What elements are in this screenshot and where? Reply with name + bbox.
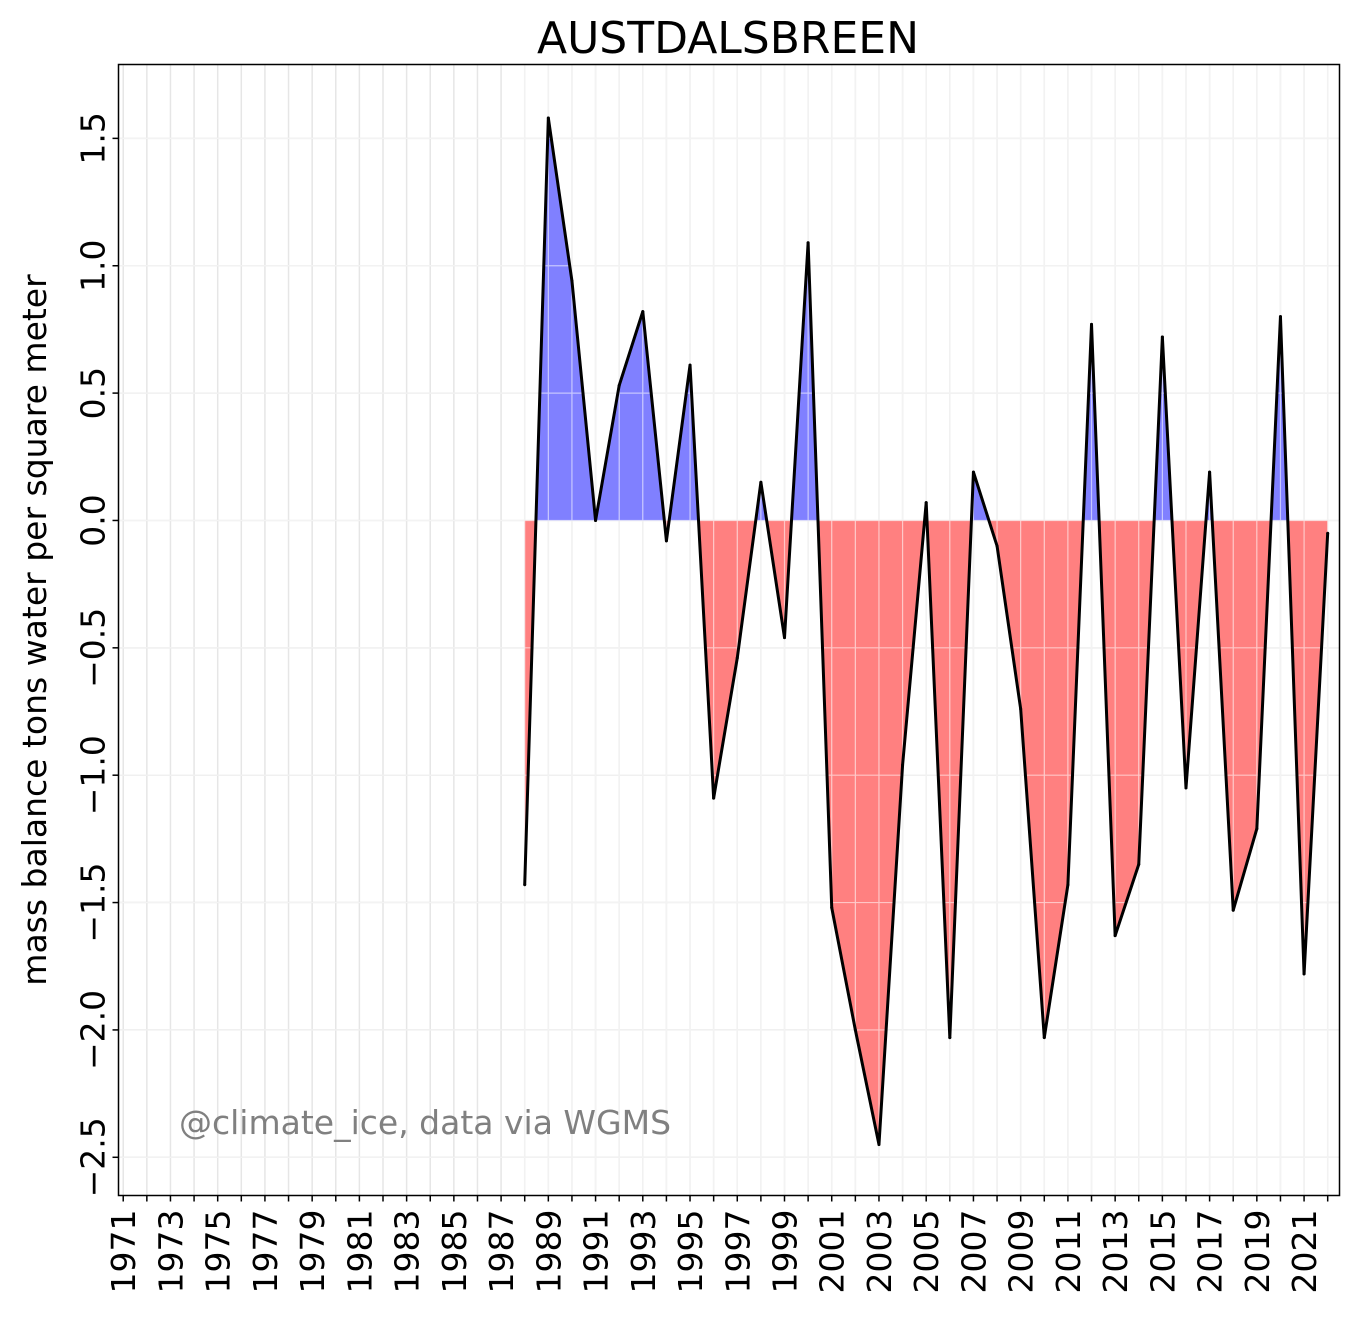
plot-frame [117,63,1341,1197]
x-tick-label: 1971 [104,1210,143,1294]
data-point [995,544,999,548]
negative-area [1233,520,1257,911]
data-point [570,279,574,283]
y-tick-label: −2.0 [74,990,113,1070]
area-fills [118,64,1340,1196]
data-point [1019,707,1023,711]
data-line-layer [523,116,1330,1147]
x-tick-label: 1977 [246,1210,285,1294]
x-tick-label: 1995 [671,1210,710,1294]
x-tick-label: 1975 [199,1210,238,1294]
x-tick-label: 1985 [435,1210,474,1294]
positive-area [619,311,643,521]
x-tick-label: 1997 [718,1210,757,1294]
x-tick-label: 2007 [954,1210,993,1294]
y-tick-label: 1.0 [74,239,113,291]
negative-area [1115,520,1139,936]
data-point [1208,470,1212,474]
x-tick-label: 2015 [1143,1210,1182,1294]
data-point [1137,862,1141,866]
data-point [853,1028,857,1032]
data-point [523,883,527,887]
data-point [783,636,786,640]
data-point [901,763,905,767]
data-point [1278,315,1282,319]
x-tick-label: 2001 [813,1210,852,1294]
data-point [1302,972,1306,976]
data-point [759,480,763,484]
positive-area [548,117,572,521]
negative-area [878,520,903,1145]
watermark-annotation: @climate_ice, data via WGMS [179,1103,671,1142]
data-point [688,363,692,367]
data-point [1184,786,1188,790]
chart-title: AUSTDALSBREEN [537,13,919,64]
x-tick-label: 1987 [482,1210,521,1294]
x-tick-label: 1983 [388,1210,427,1294]
y-tick-label: −0.5 [74,608,113,688]
y-tick-label: 0.0 [74,494,113,546]
x-tick-label: 2017 [1191,1210,1230,1294]
y-axis: 1.5 1.0 0.5 0.0 −0.5 −1.0 −1.5 −2.0 −2.5 [74,112,119,1197]
x-tick-label: 1989 [529,1210,568,1294]
negative-area [713,520,738,799]
x-tick-label: 2011 [1049,1210,1088,1294]
data-point [1066,883,1070,887]
x-tick-label: 1981 [340,1210,379,1294]
data-point [594,518,598,522]
x-tick-label: 2013 [1096,1210,1135,1294]
x-tick-label: 2003 [860,1210,899,1294]
data-point [924,501,928,505]
data-point [1255,827,1259,831]
data-point [877,1143,881,1147]
x-tick-label: 2021 [1285,1210,1324,1294]
y-axis-label: mass balance tons water per square meter [15,274,54,986]
data-point [1113,934,1117,938]
data-point [735,656,739,660]
data-point [1326,531,1330,535]
x-tick-label: 1999 [766,1210,805,1294]
x-tick-label: 1973 [151,1210,190,1294]
data-point [1231,908,1235,912]
x-tick-label: 1979 [293,1210,332,1294]
y-tick-label: 0.5 [74,367,113,419]
data-point [971,470,975,474]
y-tick-label: −1.0 [74,735,113,815]
data-point [1042,1036,1046,1040]
negative-area [1020,520,1045,1038]
data-point [806,241,810,245]
x-axis: 1971 1973 1975 1977 1979 1981 1983 1985 1987 1989… [104,1195,1329,1294]
data-point [830,906,834,910]
y-tick-label: 1.5 [74,112,113,164]
negative-area [1044,520,1068,1038]
data-point [641,310,645,314]
data-point [546,116,550,120]
y-tick-label: −2.5 [74,1117,113,1197]
x-tick-label: 2019 [1238,1210,1277,1294]
data-point [1160,335,1164,339]
x-tick-label: 2005 [907,1210,946,1294]
data-point [664,539,668,543]
x-tick-label: 2009 [1002,1210,1041,1294]
grid-overlay [118,64,1340,1196]
negative-area [855,520,879,1145]
x-tick-label: 1991 [577,1210,616,1294]
y-tick-label: −1.5 [74,862,113,942]
x-tick-label: 1993 [624,1210,663,1294]
data-point [617,383,621,387]
data-point [1090,322,1094,326]
data-point [948,1036,952,1040]
data-point [712,796,716,800]
